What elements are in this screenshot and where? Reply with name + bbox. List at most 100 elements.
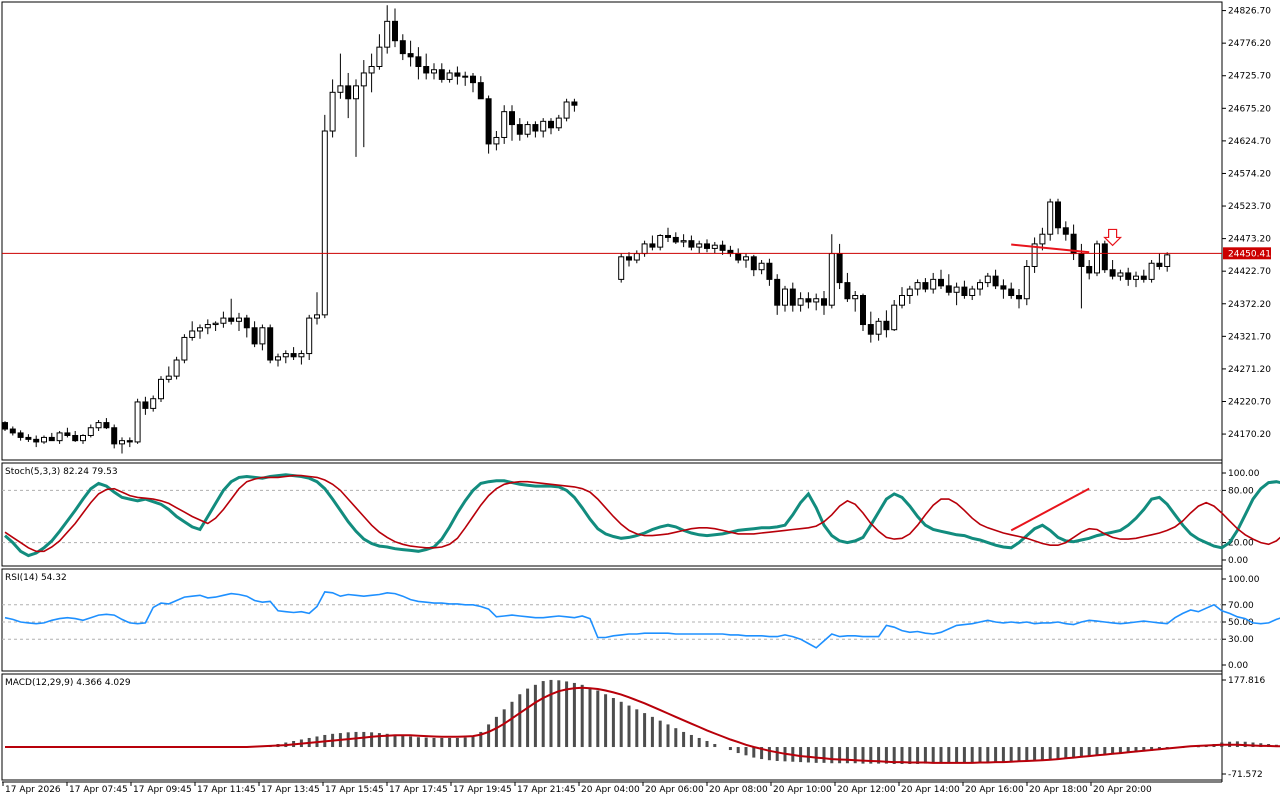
candle[interactable] xyxy=(228,317,235,322)
candle[interactable] xyxy=(1164,254,1171,267)
candle[interactable] xyxy=(813,298,820,303)
candle[interactable] xyxy=(836,253,843,284)
candle[interactable] xyxy=(212,322,219,326)
candle[interactable] xyxy=(353,85,359,100)
candle[interactable] xyxy=(657,235,664,248)
candle[interactable] xyxy=(462,75,469,78)
candle[interactable] xyxy=(360,72,367,87)
candle[interactable] xyxy=(189,330,196,338)
candle[interactable] xyxy=(33,438,40,443)
candle[interactable] xyxy=(485,98,492,145)
candle[interactable] xyxy=(789,288,796,306)
candle[interactable] xyxy=(758,262,765,271)
candle[interactable] xyxy=(368,66,375,74)
candle[interactable] xyxy=(899,295,905,306)
candle[interactable] xyxy=(704,243,710,249)
candle[interactable] xyxy=(977,282,983,290)
candle[interactable] xyxy=(665,235,671,238)
candle[interactable] xyxy=(329,91,336,132)
candle[interactable] xyxy=(477,82,484,100)
candle[interactable] xyxy=(750,256,757,271)
candle[interactable] xyxy=(641,243,648,255)
candle[interactable] xyxy=(56,432,63,442)
candle[interactable] xyxy=(953,286,960,293)
candle[interactable] xyxy=(150,398,157,409)
candle[interactable] xyxy=(1156,262,1163,267)
candle[interactable] xyxy=(766,262,773,280)
candle[interactable] xyxy=(516,124,523,135)
candle[interactable] xyxy=(540,120,547,132)
candle[interactable] xyxy=(649,243,656,248)
candle[interactable] xyxy=(72,434,79,442)
candle[interactable] xyxy=(696,243,703,248)
candle[interactable] xyxy=(2,422,8,430)
candle[interactable] xyxy=(563,101,570,119)
candle[interactable] xyxy=(618,256,625,280)
candle[interactable] xyxy=(407,53,414,58)
candle[interactable] xyxy=(41,436,47,443)
candle[interactable] xyxy=(87,427,94,436)
candle[interactable] xyxy=(891,304,898,331)
candle[interactable] xyxy=(204,324,211,329)
candle[interactable] xyxy=(1055,201,1061,229)
candle[interactable] xyxy=(1008,288,1015,297)
candle[interactable] xyxy=(805,298,812,303)
candle[interactable] xyxy=(1016,295,1022,300)
candle[interactable] xyxy=(119,440,125,445)
candle[interactable] xyxy=(158,378,164,400)
candle[interactable] xyxy=(509,111,515,126)
candle[interactable] xyxy=(399,40,406,55)
candle[interactable] xyxy=(828,253,835,306)
candle[interactable] xyxy=(875,320,882,335)
candle[interactable] xyxy=(282,353,289,358)
series-line[interactable] xyxy=(4,474,1280,553)
candle[interactable] xyxy=(251,327,258,345)
candle[interactable] xyxy=(938,278,944,287)
candle[interactable] xyxy=(571,101,578,106)
series-line[interactable] xyxy=(3,473,1280,558)
candle[interactable] xyxy=(633,253,640,261)
candle[interactable] xyxy=(930,278,937,290)
candle[interactable] xyxy=(134,401,141,443)
candle[interactable] xyxy=(236,317,242,322)
candle[interactable] xyxy=(735,253,742,261)
sell-arrow-icon[interactable] xyxy=(1103,228,1123,247)
candle[interactable] xyxy=(25,436,32,440)
candle[interactable] xyxy=(423,66,430,74)
candle[interactable] xyxy=(992,275,999,287)
candle[interactable] xyxy=(852,295,859,300)
candle[interactable] xyxy=(867,324,874,335)
candle[interactable] xyxy=(969,288,976,297)
candle[interactable] xyxy=(345,85,352,100)
candle[interactable] xyxy=(914,282,921,290)
candle[interactable] xyxy=(454,72,461,77)
candle[interactable] xyxy=(267,327,274,361)
candle[interactable] xyxy=(524,124,531,135)
candle[interactable] xyxy=(1125,272,1132,280)
candle[interactable] xyxy=(719,244,726,251)
candle[interactable] xyxy=(1140,275,1147,280)
candle[interactable] xyxy=(243,317,250,329)
candle[interactable] xyxy=(493,136,500,145)
candle[interactable] xyxy=(1047,201,1054,235)
candle[interactable] xyxy=(64,432,71,436)
candle[interactable] xyxy=(80,434,86,442)
stoch-trendline[interactable] xyxy=(1010,487,1090,532)
candle[interactable] xyxy=(446,72,453,80)
candle[interactable] xyxy=(532,124,539,132)
candle[interactable] xyxy=(1094,243,1100,274)
candle[interactable] xyxy=(142,401,149,409)
candle[interactable] xyxy=(1023,265,1030,300)
candle[interactable] xyxy=(314,314,320,319)
candle[interactable] xyxy=(1133,275,1139,280)
candle[interactable] xyxy=(1000,285,1007,290)
candle[interactable] xyxy=(298,353,305,358)
candle[interactable] xyxy=(1101,243,1108,271)
candle[interactable] xyxy=(1078,253,1085,267)
candle[interactable] xyxy=(860,295,866,326)
candle[interactable] xyxy=(548,120,554,129)
candle[interactable] xyxy=(103,422,110,429)
candle[interactable] xyxy=(1148,262,1155,280)
candle[interactable] xyxy=(680,240,687,243)
